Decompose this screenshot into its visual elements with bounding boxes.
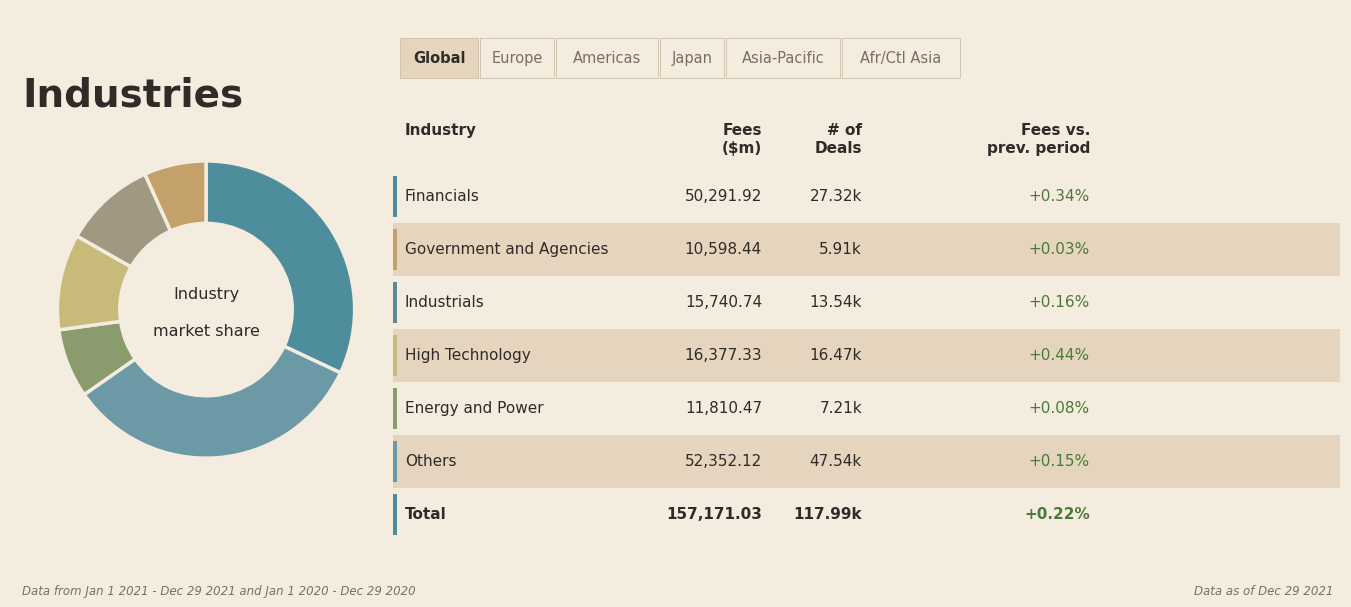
- FancyBboxPatch shape: [393, 494, 397, 535]
- Text: +0.34%: +0.34%: [1028, 189, 1090, 204]
- Text: 15,740.74: 15,740.74: [685, 295, 762, 310]
- Text: 10,598.44: 10,598.44: [685, 242, 762, 257]
- FancyBboxPatch shape: [393, 435, 1340, 488]
- Text: 16,377.33: 16,377.33: [685, 348, 762, 363]
- Text: +0.15%: +0.15%: [1029, 454, 1090, 469]
- Text: # of
Deals: # of Deals: [815, 123, 862, 155]
- Text: market share: market share: [153, 324, 259, 339]
- FancyBboxPatch shape: [393, 441, 397, 482]
- Text: Europe: Europe: [492, 51, 543, 66]
- Text: Americas: Americas: [573, 51, 642, 66]
- Text: Data from Jan 1 2021 - Dec 29 2021 and Jan 1 2020 - Dec 29 2020: Data from Jan 1 2021 - Dec 29 2021 and J…: [22, 585, 416, 599]
- Text: 50,291.92: 50,291.92: [685, 189, 762, 204]
- FancyBboxPatch shape: [393, 282, 397, 323]
- FancyBboxPatch shape: [393, 388, 397, 429]
- Text: Industry: Industry: [173, 287, 239, 302]
- Wedge shape: [205, 161, 354, 373]
- Text: Industrials: Industrials: [405, 295, 485, 310]
- FancyBboxPatch shape: [393, 329, 1340, 382]
- Text: Others: Others: [405, 454, 457, 469]
- Text: +0.03%: +0.03%: [1028, 242, 1090, 257]
- Text: Total: Total: [405, 507, 447, 522]
- Text: Afr/Ctl Asia: Afr/Ctl Asia: [861, 51, 942, 66]
- Text: +0.16%: +0.16%: [1028, 295, 1090, 310]
- FancyBboxPatch shape: [842, 38, 961, 78]
- Text: Financials: Financials: [405, 189, 480, 204]
- Text: 47.54k: 47.54k: [809, 454, 862, 469]
- FancyBboxPatch shape: [725, 38, 840, 78]
- Text: 157,171.03: 157,171.03: [666, 507, 762, 522]
- Wedge shape: [59, 321, 135, 395]
- Text: 117.99k: 117.99k: [793, 507, 862, 522]
- FancyBboxPatch shape: [400, 38, 478, 78]
- Text: 13.54k: 13.54k: [809, 295, 862, 310]
- FancyBboxPatch shape: [393, 229, 397, 270]
- Text: 7.21k: 7.21k: [819, 401, 862, 416]
- Text: 11,810.47: 11,810.47: [685, 401, 762, 416]
- Text: Japan: Japan: [671, 51, 712, 66]
- Text: Data as of Dec 29 2021: Data as of Dec 29 2021: [1194, 585, 1333, 599]
- Text: Asia-Pacific: Asia-Pacific: [742, 51, 824, 66]
- Text: +0.22%: +0.22%: [1024, 507, 1090, 522]
- FancyBboxPatch shape: [393, 335, 397, 376]
- FancyBboxPatch shape: [393, 176, 397, 217]
- Wedge shape: [145, 161, 207, 231]
- FancyBboxPatch shape: [661, 38, 724, 78]
- Text: Industry: Industry: [405, 123, 477, 138]
- FancyBboxPatch shape: [393, 223, 1340, 276]
- Text: Industries: Industries: [22, 76, 243, 114]
- FancyBboxPatch shape: [480, 38, 554, 78]
- Text: 27.32k: 27.32k: [809, 189, 862, 204]
- Wedge shape: [77, 174, 170, 267]
- Text: 16.47k: 16.47k: [809, 348, 862, 363]
- Text: Fees vs.
prev. period: Fees vs. prev. period: [986, 123, 1090, 155]
- Text: Global: Global: [413, 51, 465, 66]
- Wedge shape: [84, 346, 340, 458]
- Wedge shape: [58, 236, 131, 330]
- Text: High Technology: High Technology: [405, 348, 531, 363]
- Text: Government and Agencies: Government and Agencies: [405, 242, 608, 257]
- Text: 52,352.12: 52,352.12: [685, 454, 762, 469]
- Text: +0.44%: +0.44%: [1029, 348, 1090, 363]
- Text: 5.91k: 5.91k: [819, 242, 862, 257]
- Text: Fees
($m): Fees ($m): [721, 123, 762, 155]
- Text: Energy and Power: Energy and Power: [405, 401, 543, 416]
- FancyBboxPatch shape: [557, 38, 658, 78]
- Text: +0.08%: +0.08%: [1029, 401, 1090, 416]
